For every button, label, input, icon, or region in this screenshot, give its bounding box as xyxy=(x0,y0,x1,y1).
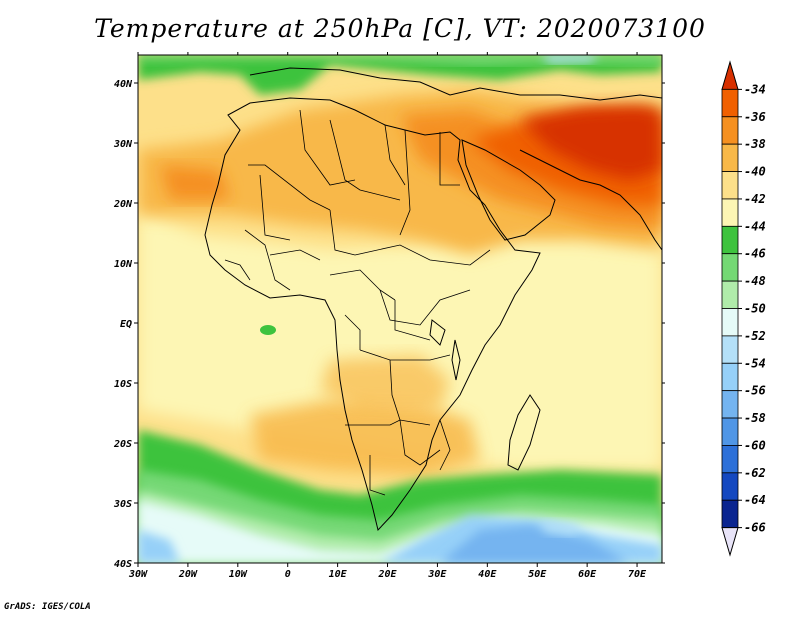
lon-tick-label: 50E xyxy=(528,569,547,580)
lat-tick-label: 40N xyxy=(114,79,133,90)
lon-tick-label: 20E xyxy=(377,569,397,580)
colorbar-swatch xyxy=(721,362,739,392)
lon-tick-label: 60E xyxy=(578,569,597,580)
colorbar-label: -56 xyxy=(744,384,766,398)
colorbar-label: -40 xyxy=(744,165,766,179)
colorbar-label: -42 xyxy=(744,192,766,206)
colorbar-label: -48 xyxy=(744,274,766,288)
colorbar-label: -38 xyxy=(744,137,766,151)
colorbar-swatch xyxy=(721,280,739,309)
colorbar-swatch xyxy=(721,499,739,529)
colorbar-label: -64 xyxy=(744,493,766,507)
lat-tick-label: 30S xyxy=(113,499,132,510)
colorbar-swatch xyxy=(721,253,739,282)
lat-tick-label: 40S xyxy=(114,559,132,570)
lon-tick-label: 40E xyxy=(478,569,497,580)
colorbar-label: -54 xyxy=(744,356,766,370)
colorbar-swatch xyxy=(721,472,739,501)
lon-tick-label: 0 xyxy=(285,569,291,580)
colorbar-label: -60 xyxy=(744,438,766,452)
lon-tick-label: 70E xyxy=(628,569,647,580)
lat-tick-label: EQ xyxy=(120,319,132,330)
chart-title: Temperature at 250hPa [C], VT: 202007310… xyxy=(94,14,706,43)
plot-frame xyxy=(137,54,663,564)
footer-credit: GrADS: IGES/COLA xyxy=(4,602,91,612)
lon-tick-label: 10E xyxy=(329,569,348,580)
lon-tick-label: 30E xyxy=(427,569,447,580)
colorbar-swatch xyxy=(721,171,739,200)
lat-tick-label: 10S xyxy=(114,379,132,390)
colorbar: -34 -36 -38 -40 -42 -44 -46 -48 -50 -52 -54 -56 -58 -… xyxy=(721,60,766,557)
colorbar-top-arrow xyxy=(721,60,739,90)
colorbar-swatch xyxy=(721,445,739,474)
lat-tick-label: 30N xyxy=(113,139,133,150)
lat-tick-label: 20N xyxy=(113,199,133,210)
colorbar-label: -52 xyxy=(744,329,766,343)
colorbar-swatch xyxy=(721,335,739,364)
colorbar-swatch xyxy=(721,225,739,255)
map-axes: 30W 20W 10W 0 10E 20E 30E 40E 50E 60E 70E 40N 30N 20N… xyxy=(113,52,665,580)
colorbar-label: -46 xyxy=(744,247,766,261)
colorbar-label: -66 xyxy=(744,521,766,535)
colorbar-bottom-arrow xyxy=(721,527,739,557)
colorbar-swatch xyxy=(721,116,739,145)
colorbar-label: -34 xyxy=(744,82,766,96)
country-borders xyxy=(224,109,491,496)
lat-tick-label: 10N xyxy=(114,259,133,270)
colorbar-label: -50 xyxy=(744,302,766,316)
colorbar-swatch xyxy=(721,417,739,446)
colorbar-swatch xyxy=(721,308,739,337)
colorbar-label: -58 xyxy=(744,411,766,425)
colorbar-swatch xyxy=(721,198,739,227)
lon-tick-label: 30W xyxy=(128,569,148,580)
temperature-field xyxy=(138,55,662,563)
lon-tick-label: 20W xyxy=(178,569,198,580)
colorbar-swatch xyxy=(721,143,739,172)
colorbar-label: -36 xyxy=(744,110,766,124)
lat-tick-label: 20S xyxy=(113,439,132,450)
lon-tick-label: 10W xyxy=(229,569,248,580)
colorbar-swatch xyxy=(721,390,739,419)
colorbar-label: -44 xyxy=(744,219,766,233)
colorbar-swatch xyxy=(721,88,739,118)
coastlines xyxy=(204,67,662,532)
colorbar-label: -62 xyxy=(744,466,766,480)
